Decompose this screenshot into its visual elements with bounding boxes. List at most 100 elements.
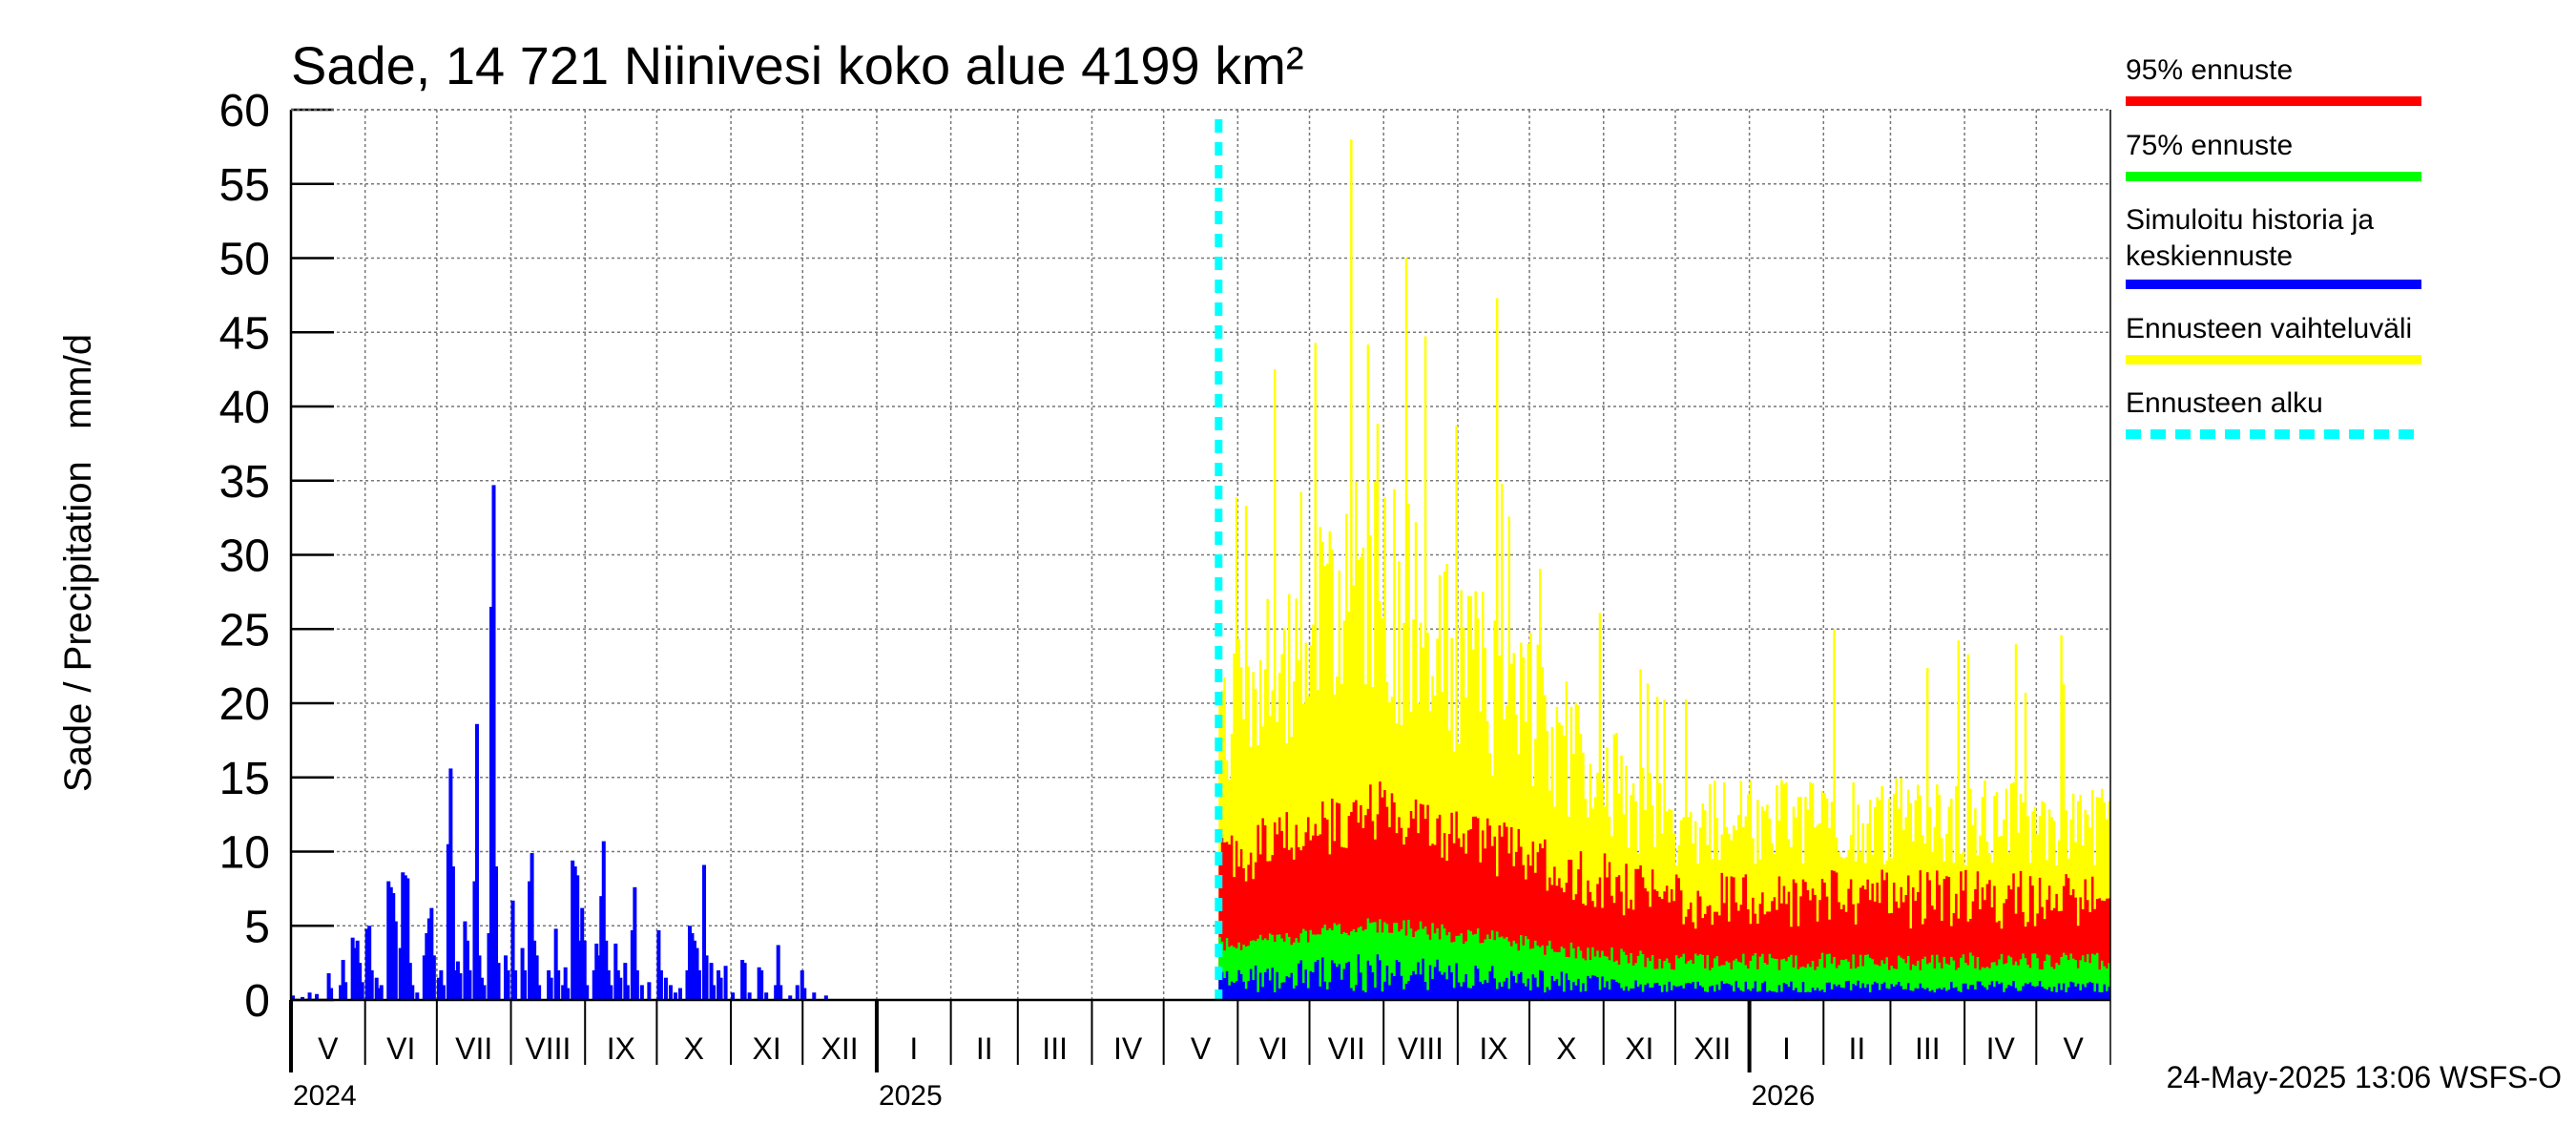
- y-tick-label: 30: [219, 531, 270, 582]
- precip-bar: [549, 977, 553, 1000]
- precip-bar: [425, 933, 429, 1000]
- precip-bar: [571, 860, 575, 1000]
- precip-bar: [463, 921, 467, 1000]
- precip-bar: [410, 985, 415, 1000]
- y-axis-label: Sade / Precipitation mm/d: [57, 334, 99, 792]
- precip-bar: [690, 933, 695, 1000]
- precip-bar: [391, 893, 396, 1000]
- forecast-range-band: [1218, 139, 2110, 1001]
- precip-bar: [668, 985, 673, 1000]
- precip-bar: [534, 955, 539, 1000]
- precip-bar: [580, 907, 585, 1000]
- precip-bar: [692, 940, 697, 1000]
- precip-bar: [455, 961, 460, 1000]
- month-label: XII: [1693, 1031, 1731, 1066]
- precip-bar: [341, 960, 345, 1000]
- month-label: VI: [1259, 1031, 1288, 1066]
- precip-bar: [702, 864, 707, 1000]
- precip-bar: [496, 963, 501, 1000]
- forecast-bands: [1218, 139, 2110, 1001]
- year-label: 2026: [1752, 1080, 1816, 1112]
- precip-bar: [474, 723, 479, 1000]
- precip-bar: [575, 875, 580, 1000]
- precip-bar: [513, 969, 518, 1000]
- precip-bar: [510, 900, 515, 1000]
- precip-bar: [594, 943, 599, 1000]
- precip-bar: [685, 969, 690, 1000]
- month-label: II: [1848, 1031, 1865, 1066]
- precip-bar: [358, 963, 363, 1000]
- precip-bar: [355, 940, 360, 1000]
- month-label: VIII: [525, 1031, 571, 1066]
- month-label: XII: [821, 1031, 859, 1066]
- precip-bar: [377, 988, 382, 1000]
- precip-bar: [723, 966, 728, 1000]
- y-tick-label: 0: [244, 976, 270, 1027]
- precip-bar: [477, 955, 482, 1000]
- precip-bar: [695, 947, 699, 1000]
- precip-bar: [673, 992, 677, 1000]
- precip-bar: [405, 878, 410, 1000]
- precip-bar: [577, 940, 582, 1000]
- precip-bar: [504, 955, 509, 1000]
- legend-label: keskiennuste: [2126, 240, 2293, 272]
- precip-bar: [764, 992, 769, 1000]
- y-tick-label: 10: [219, 828, 270, 879]
- precip-bar: [704, 955, 709, 1000]
- precip-bar: [374, 977, 379, 1000]
- chart-title: Sade, 14 721 Niinivesi koko alue 4199 km…: [291, 35, 1304, 95]
- legend-label: Ennusteen alku: [2126, 387, 2323, 419]
- precip-bar: [479, 977, 484, 1000]
- precip-bar: [528, 881, 532, 1000]
- y-tick-label: 5: [244, 902, 270, 952]
- y-tick-label: 50: [219, 235, 270, 285]
- precip-bar: [446, 843, 450, 1000]
- month-label: II: [976, 1031, 993, 1066]
- precip-bar: [453, 969, 458, 1000]
- month-label: IX: [1479, 1031, 1507, 1066]
- precip-bar: [658, 969, 663, 1000]
- precip-bar: [386, 881, 391, 1000]
- precip-bar: [609, 985, 613, 1000]
- precip-bar: [563, 967, 568, 1000]
- precip-bar: [350, 937, 355, 1000]
- precip-bar: [494, 866, 499, 1000]
- precip-bar: [639, 985, 644, 1000]
- precip-bar: [759, 969, 764, 1000]
- precip-bar: [618, 977, 623, 1000]
- precip-bar: [523, 969, 528, 1000]
- precip-bar: [326, 973, 331, 1000]
- precip-bar: [369, 969, 374, 1000]
- precip-bar: [731, 992, 736, 1000]
- precip-bar: [802, 988, 807, 1000]
- year-label: 2025: [879, 1080, 943, 1112]
- history-bars: [291, 485, 828, 1000]
- precip-bar: [779, 985, 783, 1000]
- month-label: IV: [1986, 1031, 2016, 1066]
- year-label: 2024: [293, 1080, 357, 1112]
- precip-bar: [487, 933, 491, 1000]
- precip-bar: [353, 947, 358, 1000]
- precip-bar: [398, 947, 403, 1000]
- precip-bar: [812, 992, 817, 1000]
- legend-label: Ennusteen vaihteluväli: [2126, 313, 2412, 344]
- precip-bar: [393, 921, 398, 1000]
- month-label: IV: [1113, 1031, 1143, 1066]
- precip-bar: [585, 985, 590, 1000]
- month-label: V: [318, 1031, 339, 1066]
- y-tick-label: 20: [219, 679, 270, 730]
- axes: [289, 108, 2111, 1072]
- precip-bar: [601, 841, 606, 1000]
- precip-bar: [606, 969, 611, 1000]
- precip-bar: [592, 969, 596, 1000]
- month-label: VIII: [1398, 1031, 1444, 1066]
- precip-bar: [697, 969, 702, 1000]
- legend-label: Simuloitu historia ja: [2126, 204, 2374, 236]
- precip-bar: [379, 985, 384, 1000]
- precip-bar: [439, 969, 444, 1000]
- precip-bar: [315, 993, 320, 1000]
- precip-bar: [429, 907, 434, 1000]
- precip-bar: [532, 940, 537, 1000]
